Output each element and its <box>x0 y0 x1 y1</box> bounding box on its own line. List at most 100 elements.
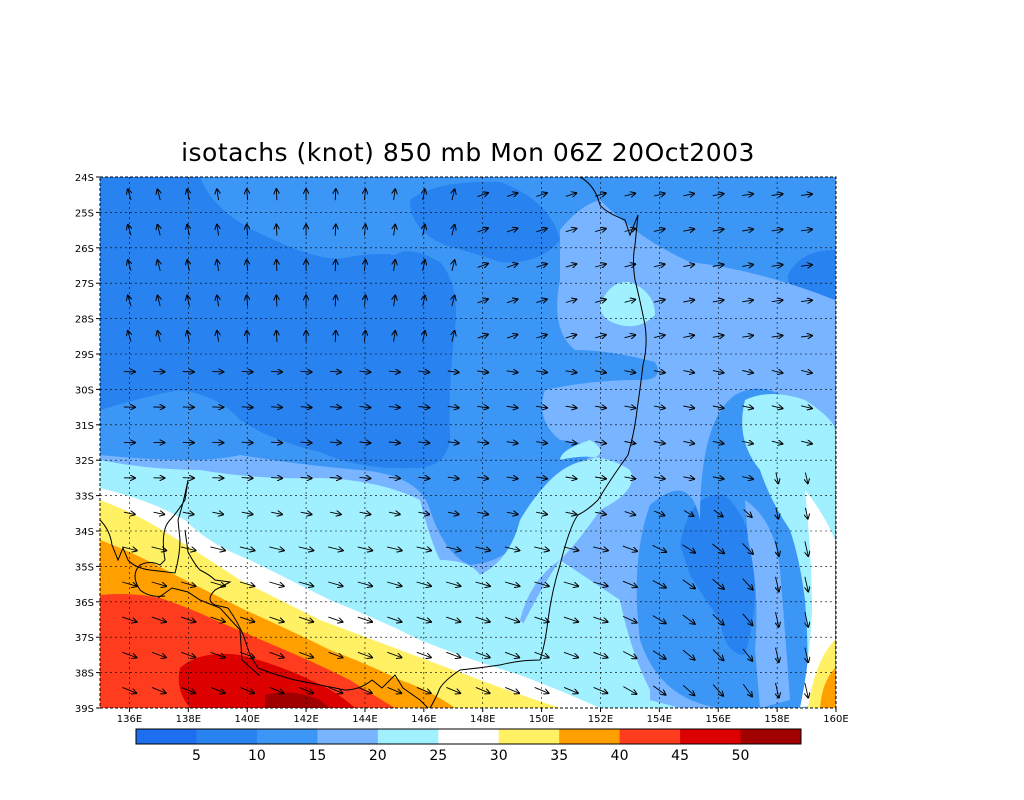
wind-arrow <box>683 335 694 337</box>
wind-arrow <box>742 613 753 625</box>
wind-arrow <box>477 264 488 268</box>
wind-arrow <box>536 442 547 444</box>
wind-arrow <box>269 651 284 657</box>
wind-arrow <box>212 512 223 514</box>
wind-arrow <box>683 264 694 266</box>
colorbar-label: 35 <box>550 748 568 764</box>
colorbar-swatch <box>377 729 439 744</box>
wind-arrow <box>128 296 131 307</box>
wind-arrow <box>445 547 461 551</box>
wind-arrow <box>595 512 606 514</box>
wind-arrow <box>359 512 371 514</box>
wind-arrow <box>624 512 636 515</box>
wind-arrow <box>452 296 455 307</box>
colorbar-label: 30 <box>490 748 508 764</box>
wind-arrow <box>418 477 429 478</box>
wind-arrow <box>712 335 724 337</box>
wind-arrow <box>652 615 666 624</box>
wind-arrow <box>771 336 783 338</box>
wind-arrow <box>742 648 752 661</box>
wind-arrow <box>217 296 219 307</box>
wind-arrow <box>187 331 189 342</box>
wind-arrow <box>447 477 459 478</box>
lat-tick-label: 37S <box>75 633 94 644</box>
wind-arrow <box>335 260 336 272</box>
wind-arrow <box>181 616 195 622</box>
wind-arrow <box>477 228 488 232</box>
coast-spencer-gulf <box>100 479 189 597</box>
lat-tick-label: 27S <box>75 279 94 290</box>
wind-arrow <box>801 441 812 444</box>
colorbar: 5 10 15 20 25 30 35 40 45 50 <box>135 728 802 764</box>
wind-arrow <box>505 686 519 693</box>
wind-arrow <box>595 299 606 302</box>
wind-arrow <box>776 682 779 698</box>
wind-arrow <box>359 407 371 408</box>
wind-arrow <box>423 189 425 201</box>
lat-axis: 24S 25S 26S 27S 28S 29S 30S 31S 32S 33S 34S 35S 36S 3… <box>75 173 100 715</box>
lat-tick-label: 36S <box>75 598 94 609</box>
wind-arrow <box>805 541 808 556</box>
wind-arrow <box>335 295 336 307</box>
wind-arrow <box>801 194 812 195</box>
colorbar-swatch <box>196 729 258 744</box>
wind-arrow <box>300 407 312 408</box>
wind-arrow <box>593 651 608 657</box>
wind-arrow <box>712 477 724 479</box>
wind-arrow <box>210 581 225 586</box>
wind-arrow <box>506 406 518 408</box>
wind-arrow <box>771 229 783 231</box>
wind-arrow <box>247 225 248 236</box>
wind-arrow <box>128 260 131 271</box>
wind-arrow <box>475 547 490 551</box>
wind-arrow <box>653 229 665 232</box>
wind-arrow <box>180 547 196 551</box>
wind-arrow <box>622 651 636 659</box>
wind-arrow <box>595 371 606 373</box>
wind-arrow <box>506 371 518 373</box>
wind-arrow <box>805 647 808 663</box>
wind-arrow <box>776 576 779 592</box>
wind-arrow <box>683 371 694 373</box>
wind-arrow <box>447 371 459 372</box>
colorbar-label: 15 <box>308 748 326 764</box>
wind-arrow <box>388 477 400 478</box>
wind-arrow <box>357 581 372 586</box>
coast-east-australia <box>429 177 647 708</box>
wind-arrow <box>536 228 546 231</box>
wind-arrow <box>394 189 396 201</box>
colorbar-swatch <box>136 729 197 744</box>
wind-arrow <box>742 371 753 373</box>
wind-arrow <box>329 478 341 479</box>
wind-arrow <box>271 371 282 372</box>
wind-arrow <box>712 684 723 696</box>
wind-arrow <box>158 331 161 342</box>
lon-tick-label: 160E <box>823 714 848 725</box>
wind-arrow <box>388 512 400 514</box>
lon-tick-label: 150E <box>529 714 554 725</box>
wind-arrow <box>683 300 694 302</box>
lat-tick-label: 33S <box>75 492 94 503</box>
wind-arrow <box>394 260 396 271</box>
wind-arrow <box>335 189 336 201</box>
wind-arrow <box>536 512 547 514</box>
band-45-50 <box>100 594 395 708</box>
wind-arrow <box>504 616 519 622</box>
wind-arrow <box>624 371 636 373</box>
lon-tick-label: 142E <box>293 714 318 725</box>
wind-arrow <box>653 335 665 338</box>
wind-arrow <box>394 331 396 342</box>
wind-arrow <box>593 547 608 551</box>
lon-tick-label: 136E <box>117 714 142 725</box>
wind-arrow <box>595 229 606 232</box>
wind-arrow <box>534 547 549 551</box>
wind-arrow <box>563 651 578 657</box>
wind-arrow <box>506 299 517 303</box>
lat-tick-label: 38S <box>75 669 94 680</box>
wind-arrow <box>593 581 607 586</box>
lat-tick-label: 29S <box>75 350 94 361</box>
wind-arrow <box>682 649 695 660</box>
wind-arrow <box>742 543 753 554</box>
band-25-30-southeast <box>520 560 650 708</box>
wind-arrow <box>652 650 666 659</box>
